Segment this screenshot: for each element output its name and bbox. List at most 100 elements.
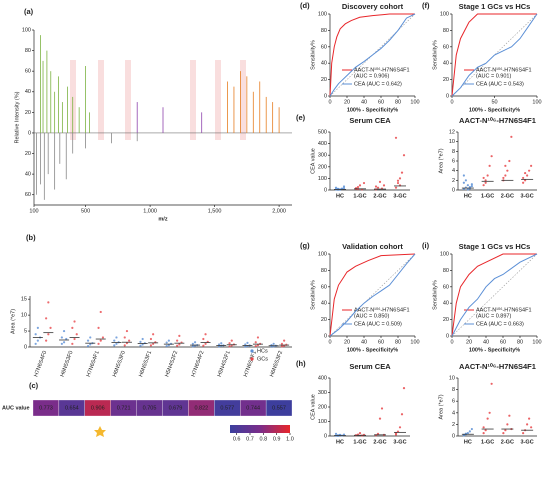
data-point: [402, 154, 406, 157]
data-point: [382, 184, 386, 187]
x-tick-label: 3-GC: [521, 439, 534, 445]
x-tick-label: 2-GC: [373, 439, 386, 445]
data-point: [334, 186, 338, 189]
data-point: [506, 423, 509, 426]
y-tick-label: 400: [318, 375, 327, 381]
data-point: [125, 342, 129, 345]
x-tick-label: H7N6S4F1: [86, 350, 101, 378]
data-point: [191, 345, 194, 348]
x-tick-label: 40: [483, 339, 489, 345]
roc-curve: [329, 13, 415, 97]
y-tick-label: 0: [452, 433, 455, 439]
y-tick-label: 60: [443, 284, 449, 290]
data-point: [47, 301, 50, 304]
colorbar: [230, 425, 290, 433]
data-point: [45, 339, 48, 342]
y-tick-label: 0: [446, 93, 449, 99]
x-tick-label: 0: [450, 99, 453, 105]
y-tick-label: 10: [449, 375, 455, 381]
cell-label: 0.822: [194, 405, 208, 411]
x-tick-label: 0: [450, 339, 453, 345]
data-point: [49, 326, 52, 329]
legend-label: CEA (AUC = 0.642): [354, 81, 402, 87]
y-tick-label: 0: [446, 333, 449, 339]
data-point: [510, 135, 513, 138]
y-tick-label: 20: [321, 317, 327, 323]
data-point: [524, 171, 527, 175]
data-point: [125, 329, 129, 333]
data-point: [530, 426, 533, 429]
y-tick-label: 15: [21, 297, 27, 303]
panel-label: (a): [24, 7, 34, 16]
panel-label: (f): [422, 1, 430, 10]
y-tick-label: 4: [452, 168, 455, 174]
data-point: [526, 174, 529, 177]
x-tick-label: 100: [410, 339, 419, 345]
data-point: [280, 345, 284, 348]
chart-title: AACT-N¹⁰⁶-H7N6S4F1: [459, 362, 536, 371]
x-tick-label: H5N4S2F1: [217, 350, 232, 378]
x-tick-label: 20: [344, 99, 350, 105]
data-point: [488, 164, 491, 167]
x-tick-label: 60: [378, 339, 384, 345]
data-point: [380, 407, 384, 410]
data-point: [462, 181, 465, 184]
data-point: [176, 339, 179, 342]
data-point: [482, 184, 485, 187]
colorbar-tick-label: 1.0: [286, 436, 294, 442]
x-tick-label: H6N5S3F1: [138, 350, 153, 378]
data-point: [522, 181, 525, 184]
y-tick-label: 20: [25, 110, 31, 116]
data-point: [123, 344, 126, 347]
cell-label: 0.577: [220, 405, 234, 411]
data-point: [402, 387, 406, 390]
y-tick-label: 40: [25, 89, 31, 95]
data-point: [178, 343, 181, 346]
x-tick-label: 20: [344, 339, 350, 345]
data-point: [62, 329, 66, 333]
data-point: [526, 423, 529, 426]
y-tick-label: 0: [324, 333, 327, 339]
data-point: [484, 429, 487, 432]
data-point: [165, 341, 168, 344]
y-tick-label: 500: [318, 129, 327, 135]
data-point: [342, 185, 346, 188]
data-point: [244, 345, 247, 348]
data-point: [60, 342, 63, 345]
cell-label: 0.654: [65, 405, 79, 411]
y-tick-label: 40: [321, 61, 327, 67]
x-tick-label: 1-GC: [353, 439, 366, 445]
data-point: [246, 341, 249, 344]
y-tick-label: 80: [443, 268, 449, 274]
data-point: [254, 341, 257, 344]
data-point: [139, 340, 142, 343]
y-tick-label: 12: [449, 129, 455, 135]
x-tick-label: H6N5S3F0: [60, 350, 75, 378]
data-point: [128, 339, 131, 342]
cell-label: 0.773: [39, 405, 53, 411]
x-tick-label: 1,500: [208, 208, 222, 214]
data-point: [400, 413, 404, 416]
legend-marker: [250, 357, 254, 361]
data-point: [358, 184, 362, 187]
y-tick-label: 0: [452, 187, 455, 193]
x-tick-label: 2-GC: [501, 193, 514, 199]
y-tick-label: 100: [318, 419, 327, 425]
data-point: [230, 339, 233, 342]
y-tick-label: 400: [318, 141, 327, 147]
data-point: [228, 345, 231, 348]
y-tick-label: 100: [318, 176, 327, 182]
legend-label: AACT-N¹⁰⁶-H7N6S4F1: [476, 66, 532, 73]
data-point: [97, 342, 100, 345]
y-tick-label: 10: [449, 139, 455, 145]
panel-label: (c): [29, 381, 39, 390]
y-tick-label: 0: [28, 130, 31, 136]
x-tick-label: 0: [328, 99, 331, 105]
data-point: [470, 183, 473, 186]
data-point: [71, 342, 74, 345]
data-point: [36, 326, 39, 329]
data-point: [115, 342, 118, 345]
data-point: [36, 339, 39, 342]
y-axis-label: Area (*e7): [10, 309, 16, 334]
y-tick-label: 10: [21, 313, 27, 319]
